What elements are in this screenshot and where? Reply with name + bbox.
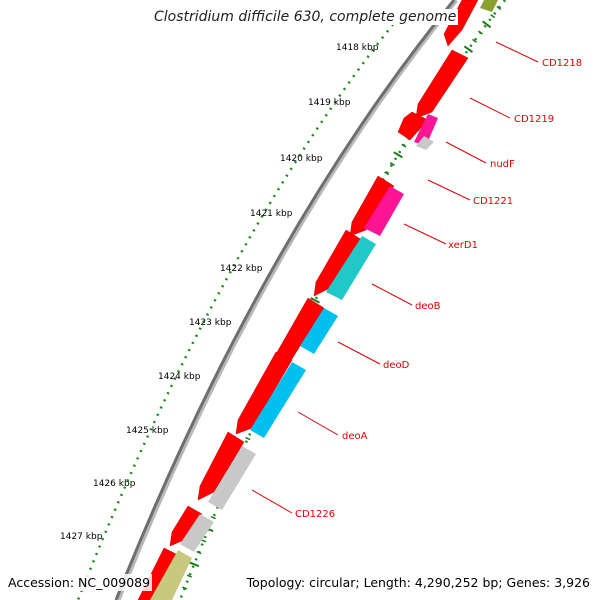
kbp-label: 1426 kbp <box>93 479 136 489</box>
leader-line <box>445 141 487 164</box>
tick-mark <box>186 574 192 578</box>
kbp-label: 1418 kbp <box>336 43 379 53</box>
gene-labels: CD1218 CD1219 nudF CD1221 xerD1 deoB deo… <box>295 58 582 520</box>
leader-line <box>371 283 413 306</box>
gene-arrow <box>415 49 469 119</box>
gene-arrow <box>443 0 479 47</box>
tick-mark <box>182 586 188 590</box>
tick-mark <box>490 14 496 19</box>
olive-feature <box>150 550 192 600</box>
tick-mark <box>393 151 403 159</box>
tick-mark <box>389 162 395 166</box>
map-title: Clostridium difficile 630, complete geno… <box>152 9 459 25</box>
gene-arrow <box>349 175 395 237</box>
leader-line <box>251 489 293 514</box>
tick-mark <box>482 20 492 29</box>
tick-mark <box>310 297 320 304</box>
gene-arrow <box>397 111 429 141</box>
olive-feature <box>480 0 498 12</box>
tick-mark <box>401 143 407 148</box>
magenta-feature <box>364 186 404 236</box>
tick-mark <box>384 171 390 176</box>
gray-feature <box>208 446 256 510</box>
kbp-label: 1422 kbp <box>220 264 263 274</box>
kbp-label: 1420 kbp <box>280 154 323 164</box>
tick-mark <box>210 516 216 520</box>
tick-mark <box>496 5 502 11</box>
gene-label: CD1218 <box>542 58 582 69</box>
leader-line <box>297 411 339 436</box>
genome-summary: Topology: circular; Length: 4,290,252 bp… <box>244 574 592 591</box>
kbp-label: 1423 kbp <box>189 318 232 328</box>
kbp-label: 1424 kbp <box>158 372 201 382</box>
tick-mark <box>196 550 202 555</box>
kbp-labels: 1418 kbp 1419 kbp 1420 kbp 1421 kbp 1422… <box>60 43 379 542</box>
kbp-label: 1427 kbp <box>60 532 103 542</box>
gene-arrow <box>235 351 293 435</box>
backbone-shadow <box>115 0 458 600</box>
tick-mark <box>463 45 474 53</box>
kbp-label: 1425 kbp <box>126 426 169 436</box>
genome-backbone <box>114 0 458 600</box>
teal-feature <box>326 236 376 300</box>
inner-tick-dots <box>178 0 506 600</box>
gene-arrow <box>197 431 245 501</box>
tick-mark <box>245 436 251 441</box>
accession-label: Accession: NC_009089 <box>6 574 153 591</box>
leader-line <box>469 97 511 119</box>
tick-mark <box>201 539 207 543</box>
kbp-label: 1419 kbp <box>308 98 351 108</box>
gene-label: deoD <box>383 360 410 371</box>
gene-label: CD1226 <box>295 509 335 520</box>
leader-line <box>337 341 381 365</box>
gene-label: CD1221 <box>473 196 513 207</box>
cyan-feature <box>250 362 306 438</box>
gene-label-leaders <box>251 41 539 514</box>
tick-mark <box>189 561 200 568</box>
gene-arrow <box>313 229 363 297</box>
gene-label: xerD1 <box>448 240 478 251</box>
gene-label: CD1219 <box>514 114 554 125</box>
gene-arrow <box>169 505 203 547</box>
gene-label: nudF <box>490 159 515 170</box>
gene-label: deoB <box>415 301 441 312</box>
forward-strand-genes <box>137 0 479 600</box>
gray-feature <box>180 514 214 552</box>
backbone-line <box>114 0 456 600</box>
kbp-label: 1421 kbp <box>250 209 293 219</box>
tick-mark <box>478 30 483 35</box>
cyan-feature <box>300 308 338 354</box>
leader-line <box>495 41 539 63</box>
tick-mark <box>472 38 477 43</box>
gray-feature <box>416 136 434 150</box>
leader-line <box>403 223 447 245</box>
magenta-feature <box>414 114 438 146</box>
inner-tick-ring <box>178 0 506 600</box>
gene-label: deoA <box>342 431 368 442</box>
feature-ring <box>150 0 498 600</box>
leader-line <box>427 179 471 201</box>
